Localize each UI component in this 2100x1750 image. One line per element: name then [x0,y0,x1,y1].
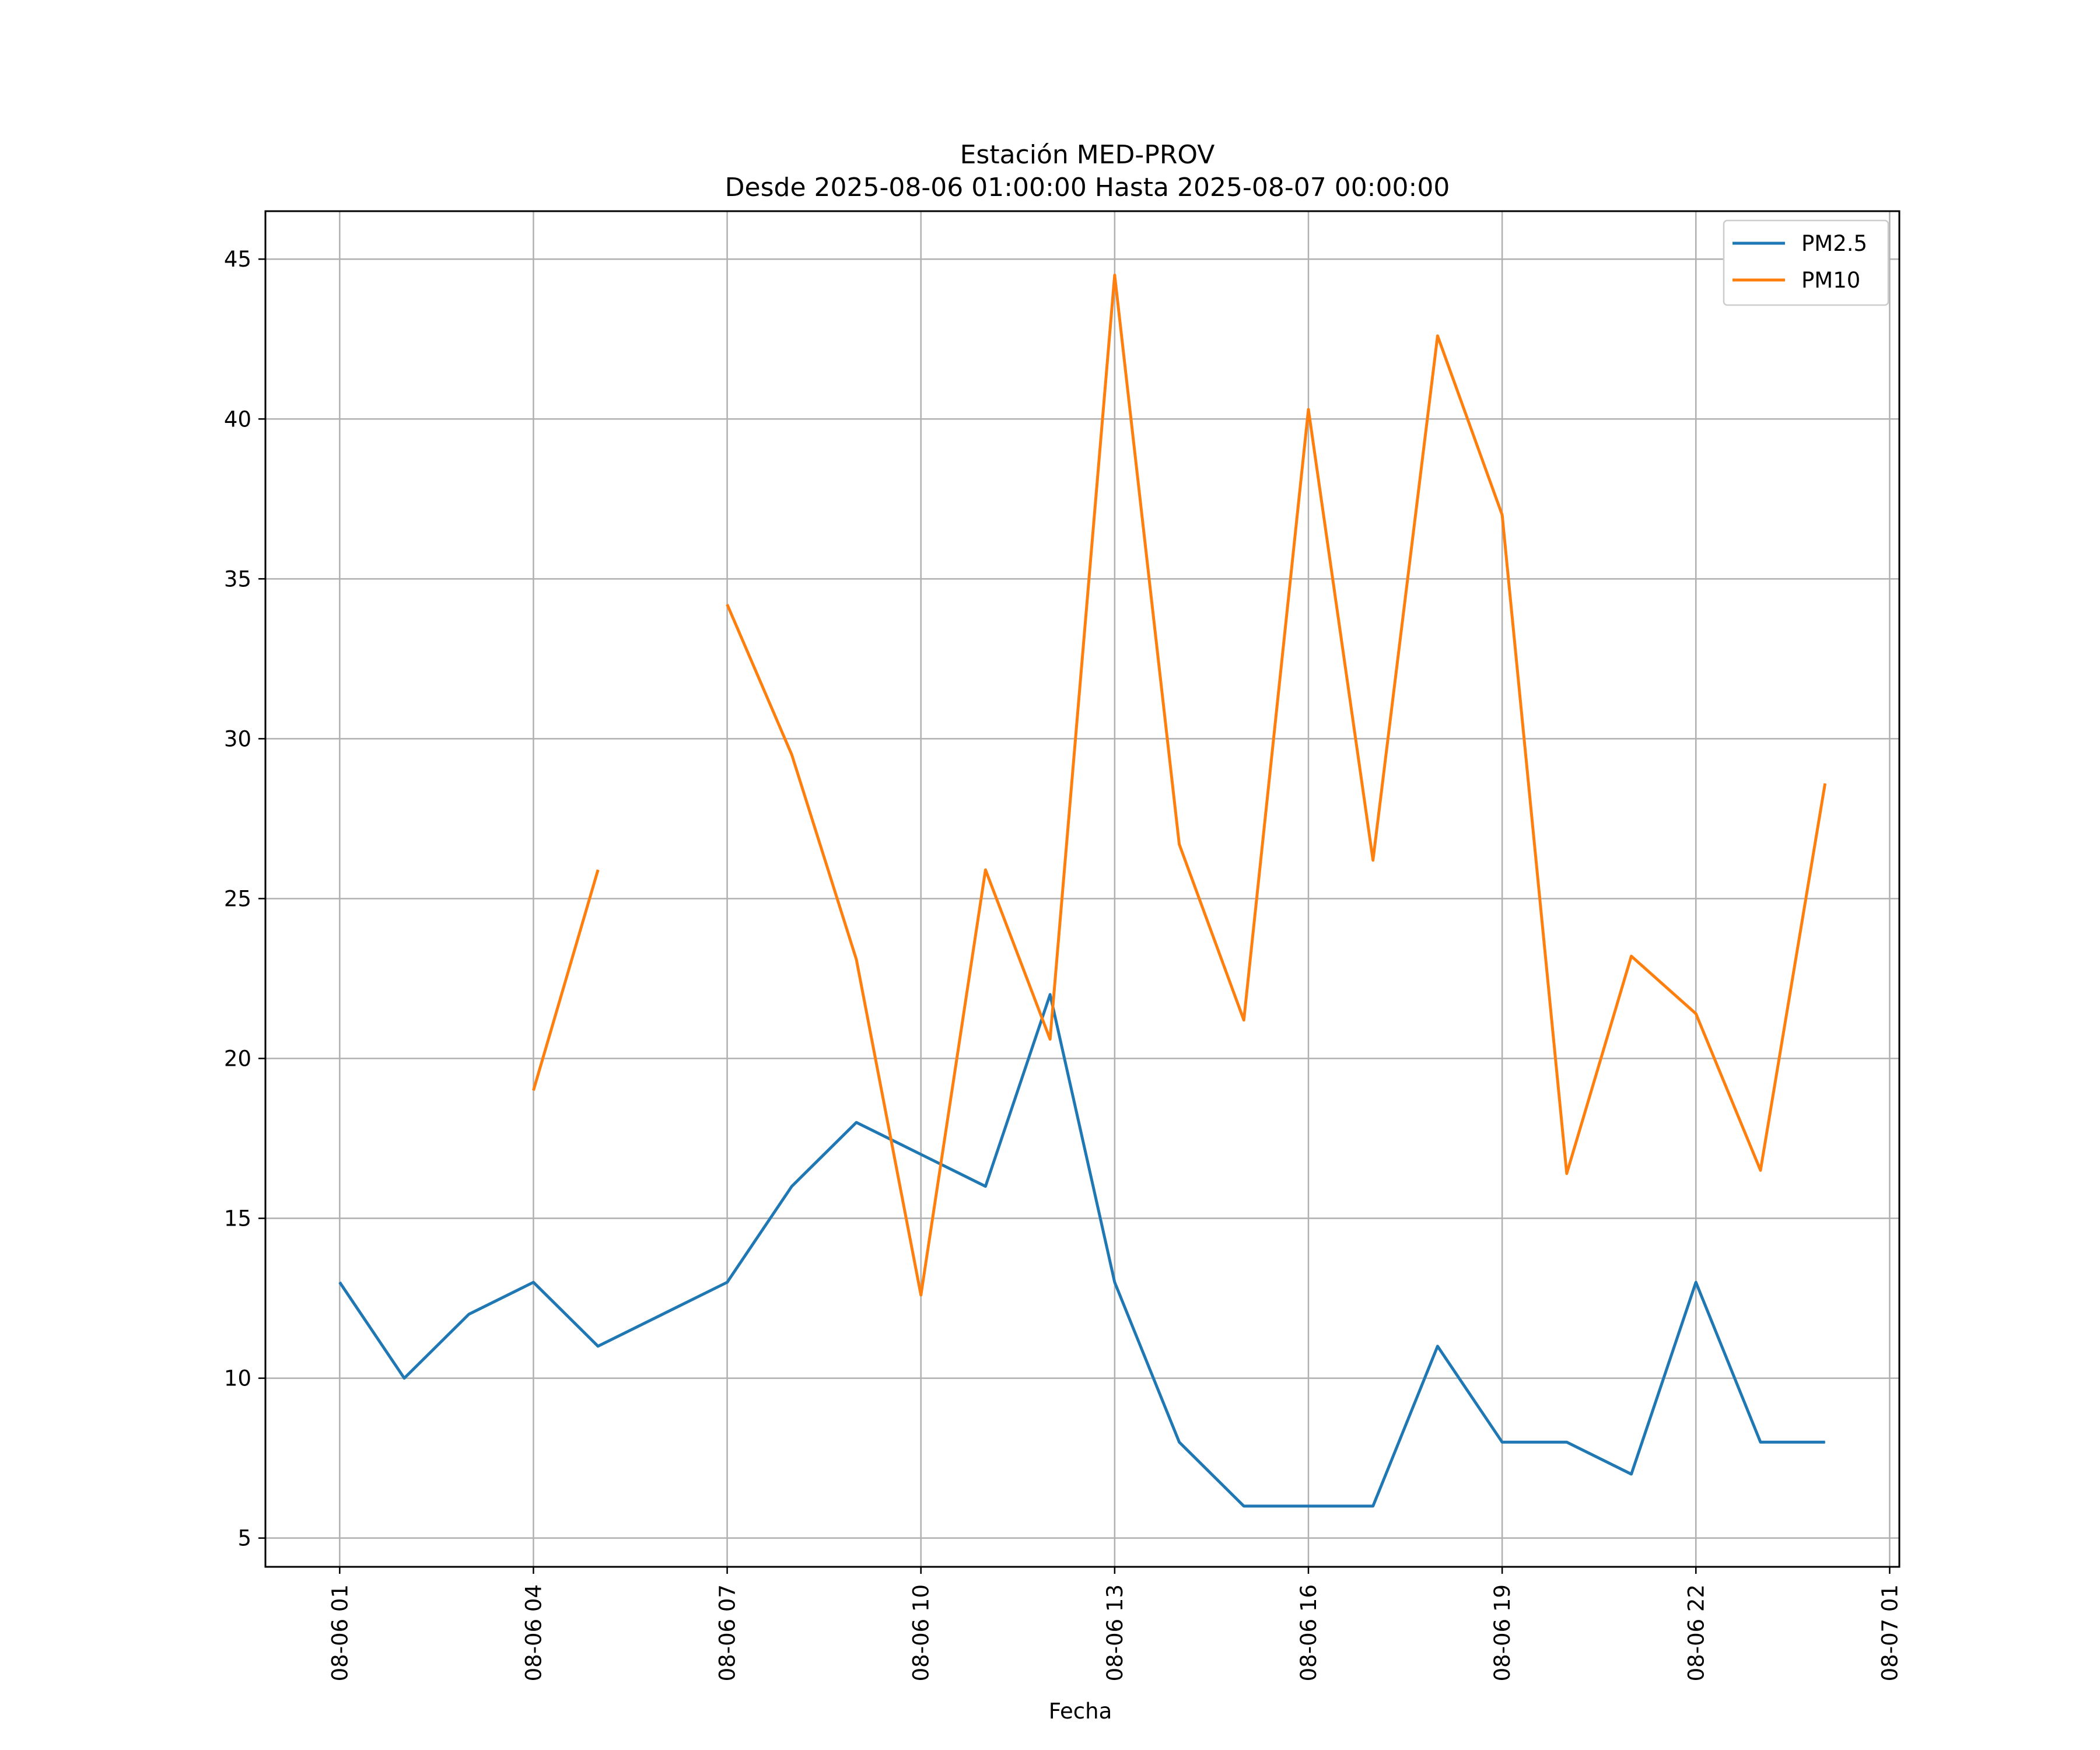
x-tick-label: 08-06 19 [1490,1584,1515,1681]
y-tick-label: 15 [224,1206,251,1231]
x-tick-label: 08-07 01 [1877,1584,1902,1681]
data-point [1114,1282,1115,1283]
data-point [1566,1173,1567,1174]
data-point [1179,844,1180,845]
y-axis: 5 10 15 20 25 30 35 40 45 [224,247,265,1551]
data-point [1566,1441,1567,1443]
grid-lines [265,211,1899,1567]
series-line-pm10 [726,274,1827,1297]
legend-label-pm25: PM2.5 [1801,231,1867,256]
y-tick-label: 30 [224,726,251,751]
chart-subtitle: Desde 2025-08-06 01:00:00 Hasta 2025-08-… [725,173,1450,202]
x-tick-label: 08-06 07 [715,1584,740,1681]
legend-label-pm10: PM10 [1801,268,1860,293]
x-tick-label: 08-06 10 [909,1584,934,1681]
y-tick-label: 10 [224,1366,251,1391]
plot-frame [264,210,1901,1568]
data-point [1502,514,1503,516]
data-point [856,1122,857,1123]
y-tick-label: 45 [224,247,251,272]
data-point [856,959,857,960]
data-point [1631,1474,1632,1475]
data-point [533,1282,534,1283]
chart-title: Estación MED-PROV [960,140,1215,170]
x-tick-label: 08-06 13 [1102,1584,1128,1681]
y-tick-label: 5 [237,1526,251,1551]
x-axis-label: Fecha [1049,1699,1112,1724]
data-point [533,1090,534,1091]
legend-box [1723,219,1889,306]
x-axis: 08-06 01 08-06 04 08-06 07 08-06 10 08-06 13… [327,1567,1902,1681]
data-point [1049,994,1051,995]
y-tick-label: 35 [224,566,251,592]
data-point [1179,1441,1180,1443]
data-point [1502,1441,1503,1443]
legend: PM2.5 PM10 [1723,219,1889,306]
y-tick-label: 20 [224,1046,251,1072]
series-line-pm10 [532,869,600,1091]
x-tick-label: 08-06 16 [1296,1584,1321,1681]
data-point [1049,1039,1051,1040]
series-line-pm25 [338,993,1825,1508]
x-tick-label: 08-06 04 [521,1584,546,1681]
data-point [1631,956,1632,957]
x-tick-label: 08-06 01 [327,1584,352,1681]
data-point [1437,335,1438,337]
x-tick-label: 08-06 22 [1684,1584,1709,1681]
y-tick-label: 40 [224,407,251,432]
plot-lines [338,274,1827,1508]
y-tick-label: 25 [224,886,251,911]
